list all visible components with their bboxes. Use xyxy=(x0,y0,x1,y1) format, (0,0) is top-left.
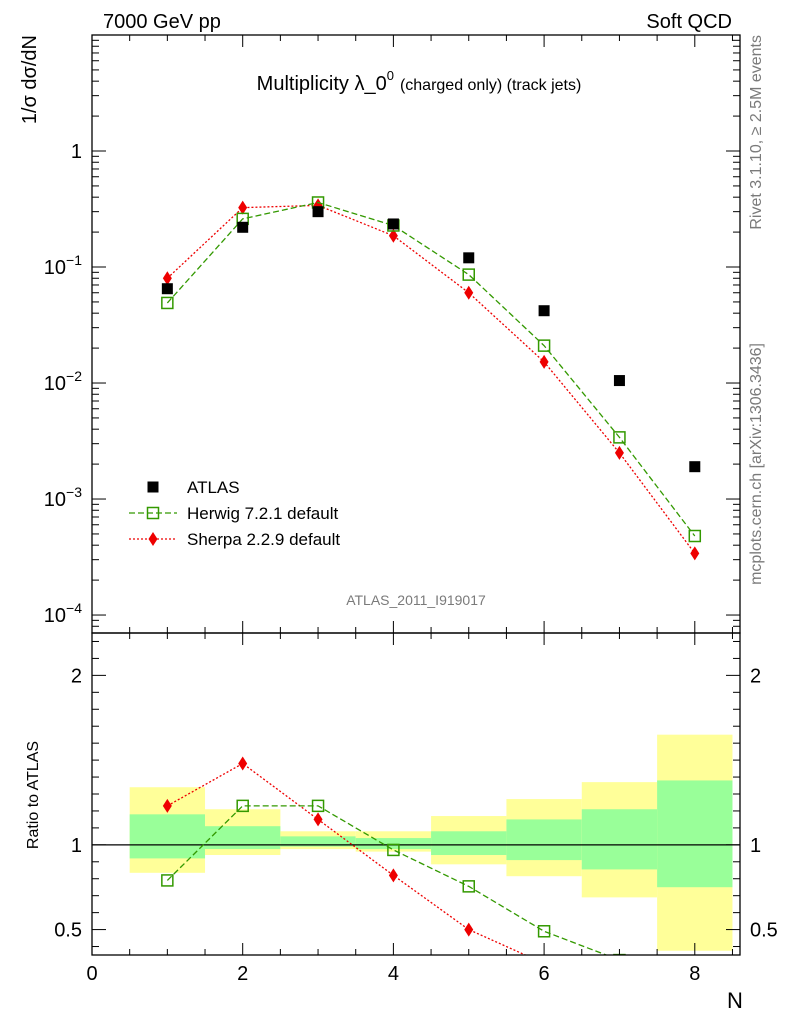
series-line xyxy=(166,201,696,537)
data-point xyxy=(613,375,625,387)
x-tick-label: 6 xyxy=(539,963,550,985)
data-point xyxy=(690,546,700,561)
x-axis-label: N xyxy=(727,988,743,1013)
legend-label: ATLAS xyxy=(187,478,240,497)
green-band xyxy=(657,780,733,888)
data-point xyxy=(388,228,398,243)
green-band xyxy=(280,836,356,847)
data-point xyxy=(464,922,474,937)
data-point xyxy=(311,799,325,813)
data-point xyxy=(147,481,159,493)
data-point xyxy=(387,218,399,230)
data-point xyxy=(689,461,701,473)
y-tick-label: 1 xyxy=(71,141,82,163)
data-point xyxy=(387,843,400,857)
data-point xyxy=(236,799,249,813)
green-band xyxy=(431,831,507,856)
y-tick-label: 10−2 xyxy=(44,368,82,395)
main-plot-data xyxy=(161,196,702,561)
data-point xyxy=(462,268,475,281)
data-point xyxy=(162,271,172,286)
y-tick-label: 10−3 xyxy=(44,484,82,511)
y-tick-label: 10−1 xyxy=(44,252,82,279)
uncertainty-bands xyxy=(129,734,733,951)
data-point xyxy=(161,296,174,310)
data-point xyxy=(463,252,475,264)
ratio-y-tick-label: 2 xyxy=(71,665,82,687)
ratio-y-tick-label-right: 0.5 xyxy=(750,920,778,942)
header-left: 7000 GeV pp xyxy=(103,11,221,33)
data-point xyxy=(161,874,174,887)
green-band xyxy=(581,809,658,870)
data-point xyxy=(462,880,475,893)
data-point xyxy=(613,431,626,444)
mcplots-label: mcplots.cern.ch [arXiv:1306.3436] xyxy=(748,343,765,585)
y-axis-label: 1/σ dσ/dN xyxy=(19,35,41,124)
ratio-y-tick-label-right: 1 xyxy=(750,835,761,857)
green-band xyxy=(506,819,582,861)
data-point xyxy=(388,868,398,883)
data-point xyxy=(238,756,248,771)
data-point xyxy=(538,305,550,317)
legend-label: Sherpa 2.2.9 default xyxy=(187,530,340,549)
data-point xyxy=(162,798,172,813)
data-point xyxy=(537,925,551,938)
ratio-y-axis-label: Ratio to ATLAS xyxy=(25,741,42,849)
data-point xyxy=(237,221,249,233)
rivet-label: Rivet 3.1.10, ≥ 2.5M events xyxy=(748,35,765,230)
series-line xyxy=(167,762,527,955)
data-point xyxy=(313,812,323,827)
ratio-y-tick-label: 1 xyxy=(71,835,82,857)
analysis-label: ATLAS_2011_I919017 xyxy=(346,592,486,608)
header-right: Soft QCD xyxy=(646,11,732,33)
data-point xyxy=(464,285,474,300)
chart-title: Multiplicity λ_00(charged only) (track j… xyxy=(257,68,582,95)
legend: ATLAS Herwig 7.2.1 default Sherpa 2.2.9 de… xyxy=(129,478,340,549)
x-tick-label: 4 xyxy=(388,963,399,985)
data-point xyxy=(161,283,173,295)
green-band xyxy=(355,838,432,850)
green-band xyxy=(129,814,206,859)
ratio-plot-data xyxy=(92,756,740,955)
y-tick-label: 10−4 xyxy=(44,600,82,627)
ratio-y-tick-label-right: 2 xyxy=(750,665,761,687)
data-point xyxy=(613,953,626,955)
data-point xyxy=(146,506,160,520)
data-point xyxy=(539,354,549,369)
data-point xyxy=(148,532,158,546)
x-tick-label: 0 xyxy=(86,963,97,985)
data-point xyxy=(312,206,324,218)
data-point xyxy=(688,529,702,543)
legend-label: Herwig 7.2.1 default xyxy=(187,504,338,523)
axes: 0 2 4 6 8 1 10−1 10−2 10−3 10−4 0.5 0.5 1 1 2 2 xyxy=(44,34,778,985)
green-band xyxy=(205,826,281,850)
data-point xyxy=(537,339,551,352)
data-point xyxy=(238,200,248,215)
data-point xyxy=(614,445,624,460)
ratio-y-tick-label: 0.5 xyxy=(54,920,82,942)
x-tick-label: 8 xyxy=(689,963,700,985)
x-tick-label: 2 xyxy=(237,963,248,985)
